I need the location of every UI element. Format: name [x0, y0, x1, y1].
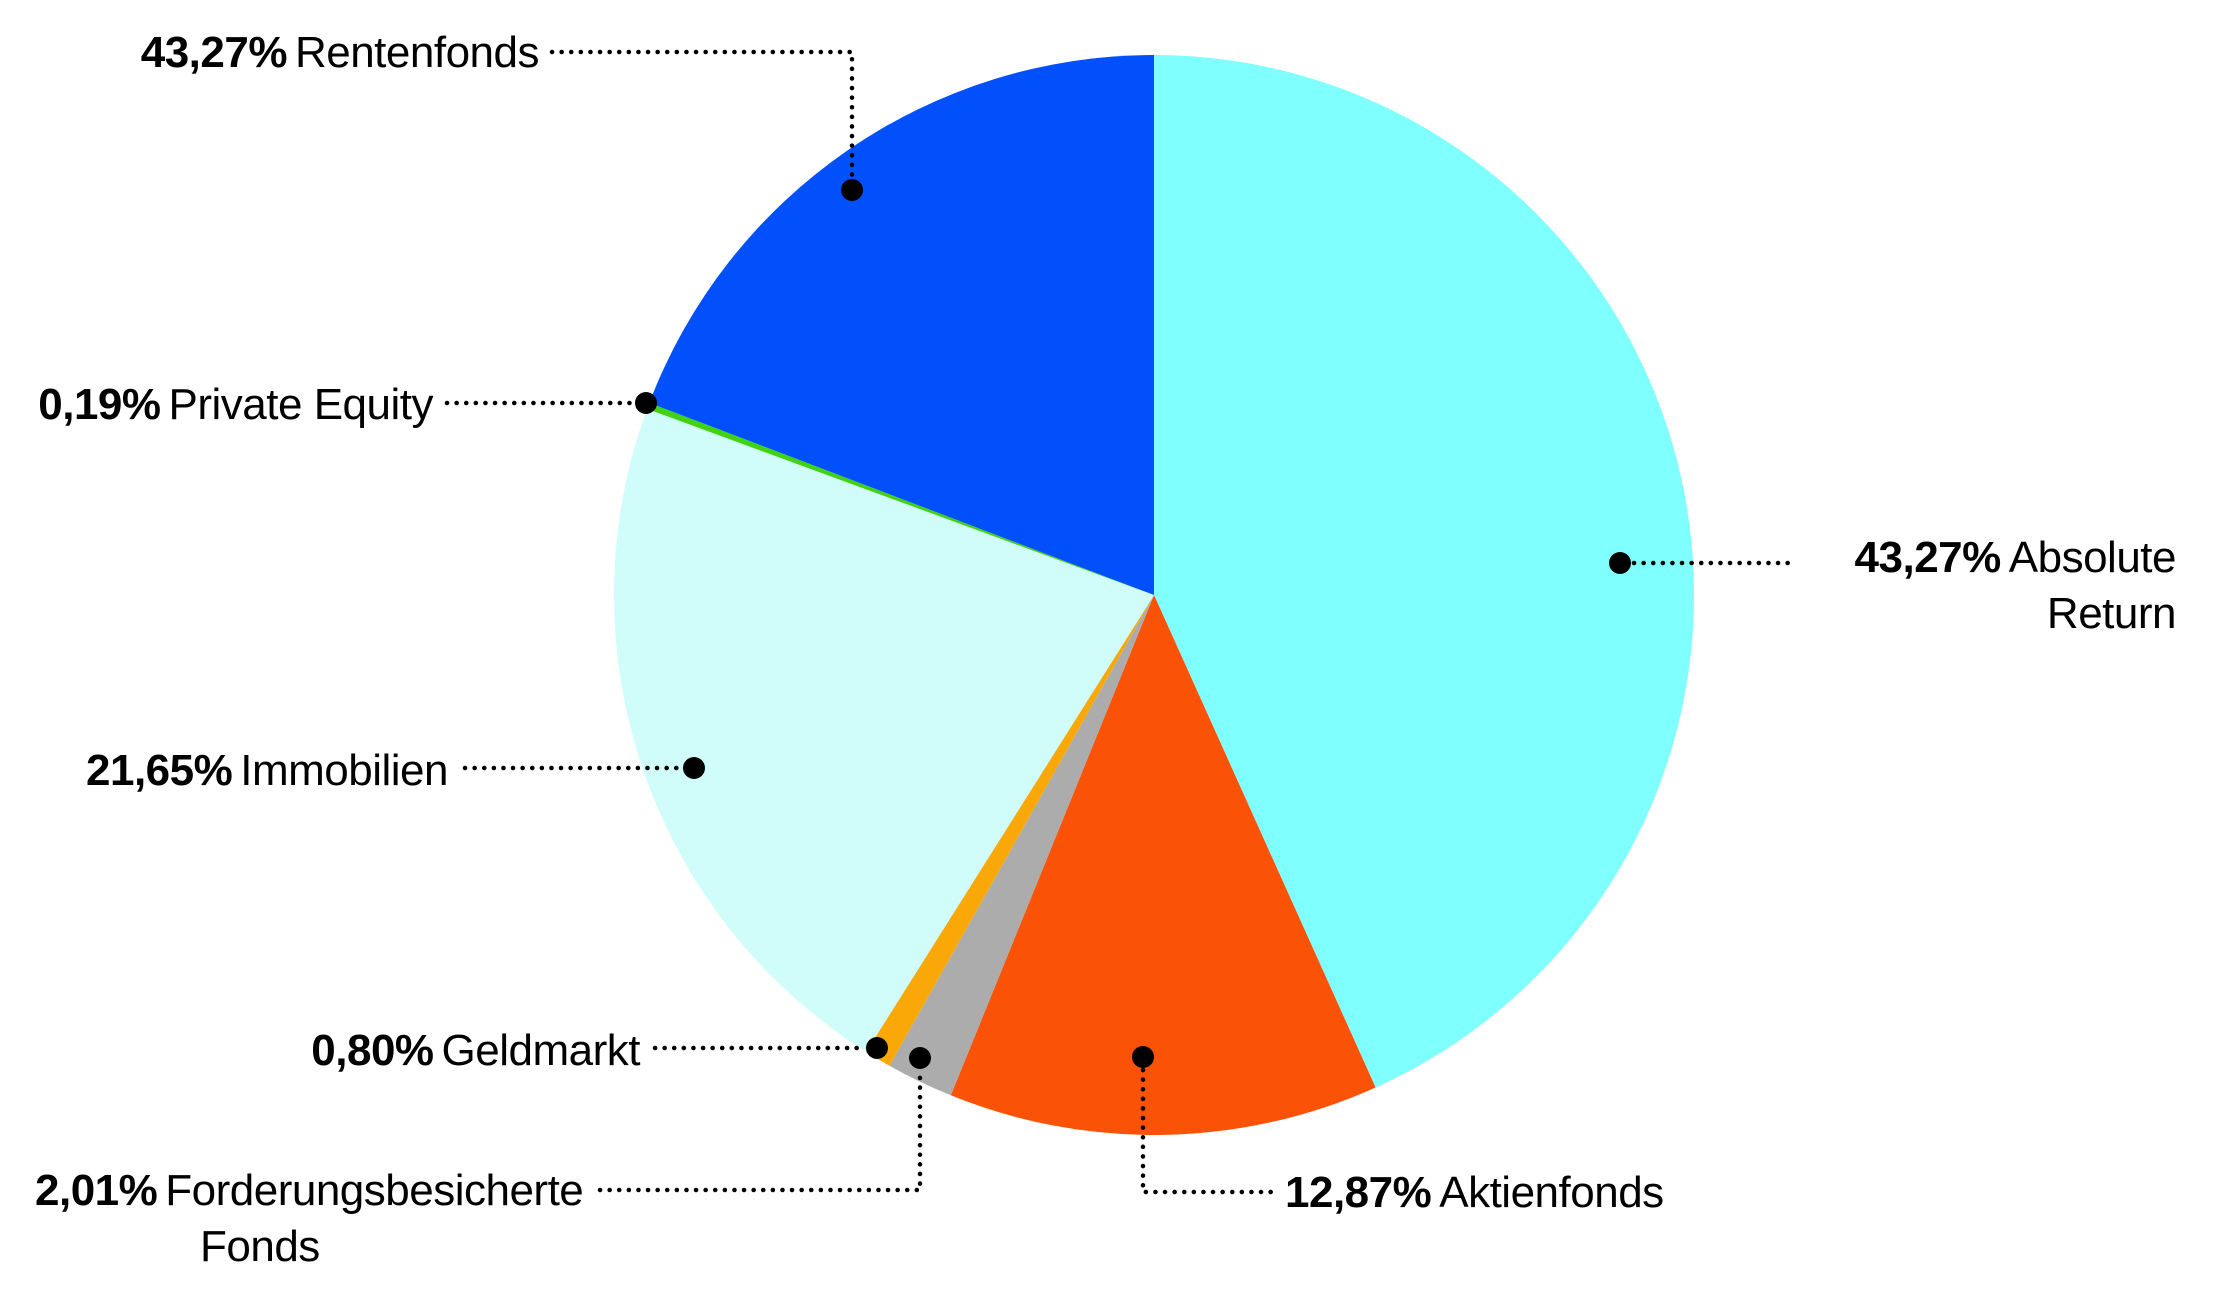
slice-label-private-equity: 0,19% Private Equity [38, 377, 433, 433]
pie-slice-private_equity [647, 402, 1154, 595]
pie-slice-rentenfonds [649, 55, 1154, 595]
leader-line-rentenfonds [549, 49, 855, 185]
slice-name-rentenfonds: Rentenfonds [294, 28, 540, 77]
slice-name-immobilien: Immobilien [240, 746, 448, 795]
slice-value-aktienfonds: 12,87% [1285, 1168, 1432, 1217]
slice-label-rentenfonds: 43,27% Rentenfonds [140, 25, 540, 81]
slice-label-forderungsbesicherte-fonds: 2,01% Forderungsbesicherte Fonds [35, 1163, 584, 1275]
leader-dot-geldmarkt [866, 1037, 888, 1059]
slice-value-forderungsbesicherte-fonds: 2,01% [35, 1166, 158, 1215]
leader-dot-private_equity [635, 392, 657, 414]
leader-line-forderungsbesicherte_fonds [597, 1069, 923, 1193]
slice-label-immobilien: 21,65% Immobilien [86, 743, 448, 799]
leader-dot-immobilien [683, 757, 705, 779]
leader-dot-absolute_return [1609, 552, 1631, 574]
leader-line-aktienfonds [1140, 1067, 1275, 1195]
slice-value-rentenfonds: 43,27% [140, 28, 288, 77]
slice-value-private-equity: 0,19% [38, 380, 161, 429]
slice-name-geldmarkt: Geldmarkt [441, 1026, 641, 1075]
pie-slice-aktienfonds [950, 595, 1376, 1136]
slice-name-aktienfonds: Aktienfonds [1439, 1168, 1664, 1217]
slice-label-geldmarkt: 0,80% Geldmarkt [311, 1023, 640, 1079]
slice-label-absolute-return: 43,27% Absolute Return [1806, 530, 2177, 642]
pie-slice-geldmarkt [866, 595, 1154, 1066]
slice-name-private-equity: Private Equity [168, 380, 434, 429]
slice-name-forderungsbesicherte-fonds: Forderungsbesicherte Fonds [165, 1166, 584, 1271]
slice-name-absolute-return: Absolute Return [2008, 533, 2177, 638]
pie-slice-absolute_return [1154, 54, 1695, 1088]
slice-label-aktienfonds: 12,87% Aktienfonds [1285, 1165, 1664, 1221]
slice-value-immobilien: 21,65% [86, 746, 233, 795]
slice-value-geldmarkt: 0,80% [311, 1026, 434, 1075]
leader-dot-forderungsbesicherte_fonds [909, 1047, 931, 1069]
pie-slice-forderungsbesicherte_fonds [889, 595, 1154, 1096]
pie-slice-immobilien [613, 408, 1154, 1052]
slice-value-absolute-return: 43,27% [1854, 533, 2002, 582]
leader-dot-aktienfonds [1132, 1046, 1154, 1068]
leader-dot-rentenfonds [841, 179, 863, 201]
